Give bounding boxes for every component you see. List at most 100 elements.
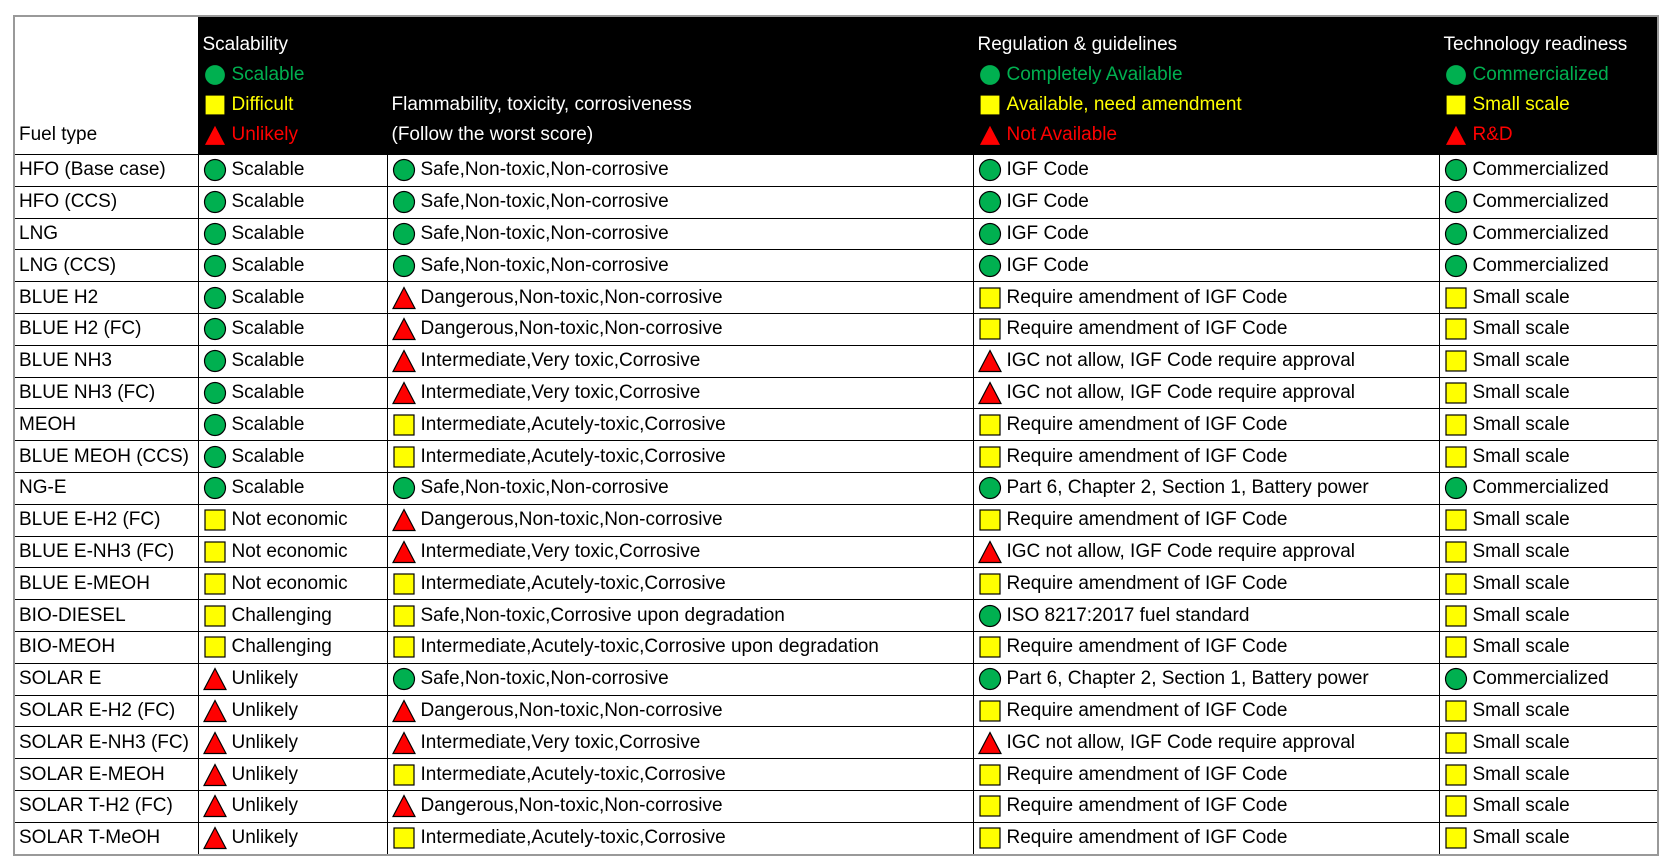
status-cell: Require amendment of IGF Code [972, 503, 1440, 537]
cell-content: Require amendment of IGF Code [978, 826, 1439, 850]
cell-text: IGC not allow, IGF Code require approval [1006, 350, 1356, 372]
status-cell: IGF Code [972, 249, 1440, 283]
cell-content: Commercialized [1444, 667, 1658, 691]
status-icon [202, 667, 227, 691]
status-icon [202, 123, 227, 147]
cell-content: Commercialized [1444, 476, 1658, 500]
cell-text: Unlikely [231, 731, 299, 753]
icon-shape [203, 541, 226, 563]
legend-label: Scalable [231, 64, 305, 85]
status-icon [392, 668, 415, 691]
status-cell: Scalable [197, 185, 388, 219]
status-icon [978, 636, 1001, 658]
fuel-name: SOLAR E-NH3 (FC) [19, 731, 189, 753]
icon-shape [203, 636, 226, 658]
cell-content: Unlikely [202, 826, 387, 850]
cell-text: Commercialized [1472, 254, 1609, 276]
fuel-name: BIO-DIESEL [19, 604, 126, 626]
icon-shape [202, 123, 227, 147]
status-icon [392, 222, 415, 246]
cell-text: IGF Code [1006, 222, 1089, 244]
icon-shape [392, 827, 415, 849]
icon-shape [1444, 795, 1467, 817]
cell-content: Small scale [1444, 826, 1658, 850]
cell-text: Require amendment of IGF Code [1006, 413, 1288, 435]
icon-shape [392, 668, 415, 691]
status-icon [977, 540, 1002, 564]
status-cell: Require amendment of IGF Code [972, 630, 1440, 664]
status-cell: Small scale [1438, 694, 1659, 728]
cell-text: Dangerous,Non-toxic,Non-corrosive [420, 318, 723, 340]
legend-item: Commercialized [1444, 60, 1658, 90]
status-icon [1444, 382, 1467, 404]
status-icon [977, 381, 1002, 405]
icon-shape [391, 381, 416, 405]
icon-shape [392, 477, 415, 500]
status-icon [391, 285, 416, 309]
status-icon [1444, 573, 1467, 595]
status-icon [392, 636, 415, 658]
status-icon [203, 254, 226, 277]
icon-shape [1444, 286, 1467, 309]
cell-text: Commercialized [1472, 668, 1609, 690]
status-cell: Commercialized [1438, 249, 1659, 283]
cell-content: Scalable [203, 286, 387, 310]
status-icon [977, 349, 1002, 373]
table-row: BLUE E-NH3 (FC) Not economic Intermediate,… [13, 535, 1659, 569]
table-row: BLUE H2 Scalable Dangerous,Non-toxic,Non-c… [13, 281, 1659, 314]
cell-content: Intermediate,Very toxic,Corrosive [391, 349, 973, 373]
table-row: HFO (CCS) Scalable Safe,Non-toxic,Non-corr… [13, 185, 1659, 219]
table-row: SOLAR E-MEOH Unlikely Intermediate,Acutely… [13, 758, 1659, 791]
icon-shape [392, 254, 415, 277]
cell-text: IGC not allow, IGF Code require approval [1006, 540, 1356, 562]
status-cell: Scalable [197, 281, 388, 314]
cell-content: Small scale [1444, 381, 1658, 405]
cell-content: Unlikely [202, 762, 387, 787]
fuel-cell: SOLAR T-MeOH [13, 821, 199, 856]
fuel-name: BLUE MEOH (CCS) [19, 445, 189, 467]
table-row: SOLAR T-H2 (FC) Unlikely Dangerous,Non-tox… [13, 789, 1659, 823]
header-cell: Flammability, toxicity, corrosiveness (Fo… [386, 15, 974, 155]
status-cell: Intermediate,Acutely-toxic,Corrosive [386, 758, 974, 791]
status-icon [1444, 795, 1467, 817]
fuel-cell: LNG [13, 217, 199, 251]
cell-content: Require amendment of IGF Code [978, 763, 1439, 787]
status-cell: Intermediate,Very toxic,Corrosive [386, 376, 974, 410]
cell-content: IGF Code [978, 158, 1439, 182]
icon-shape [978, 318, 1001, 340]
status-cell: Challenging [197, 599, 388, 632]
table-row: BIO-DIESEL Challenging Safe,Non-toxic,Corr… [13, 599, 1659, 632]
table-row: LNG (CCS) Scalable Safe,Non-toxic,Non-corr… [13, 249, 1659, 283]
icon-shape [977, 123, 1002, 147]
status-cell: Part 6, Chapter 2, Section 1, Battery po… [972, 662, 1440, 696]
fuel-cell: HFO (Base case) [13, 154, 199, 187]
icon-shape [392, 636, 415, 658]
status-icon [1444, 445, 1467, 468]
status-icon [392, 827, 415, 849]
status-icon [978, 286, 1001, 309]
cell-content: Safe,Non-toxic,Non-corrosive [392, 667, 973, 691]
legend-label: Not Available [1006, 124, 1118, 145]
cell-content: Require amendment of IGF Code [978, 413, 1439, 437]
cell-content: Commercialized [1444, 222, 1658, 246]
cell-content: Safe,Non-toxic,Non-corrosive [392, 190, 973, 214]
icon-shape [978, 668, 1001, 691]
cell-content: Dangerous,Non-toxic,Non-corrosive [391, 285, 973, 310]
status-cell: Small scale [1438, 535, 1659, 569]
cell-text: Scalable [231, 222, 305, 244]
fuel-cell: BLUE E-H2 (FC) [13, 503, 199, 537]
status-cell: Scalable [197, 217, 388, 251]
status-cell: Safe,Non-toxic,Non-corrosive [386, 185, 974, 219]
status-icon [203, 63, 226, 87]
fuel-cell: BLUE H2 [13, 281, 199, 314]
fuel-cell: SOLAR E-H2 (FC) [13, 694, 199, 728]
status-icon [392, 159, 415, 182]
icon-shape [392, 222, 415, 246]
status-icon [1443, 123, 1468, 147]
icon-shape [1444, 763, 1467, 786]
cell-text: Scalable [231, 381, 305, 403]
table-row: SOLAR T-MeOH Unlikely Intermediate,Acutely… [13, 821, 1659, 856]
icon-shape [1444, 445, 1467, 468]
status-icon [978, 763, 1001, 786]
icon-shape [978, 445, 1001, 468]
